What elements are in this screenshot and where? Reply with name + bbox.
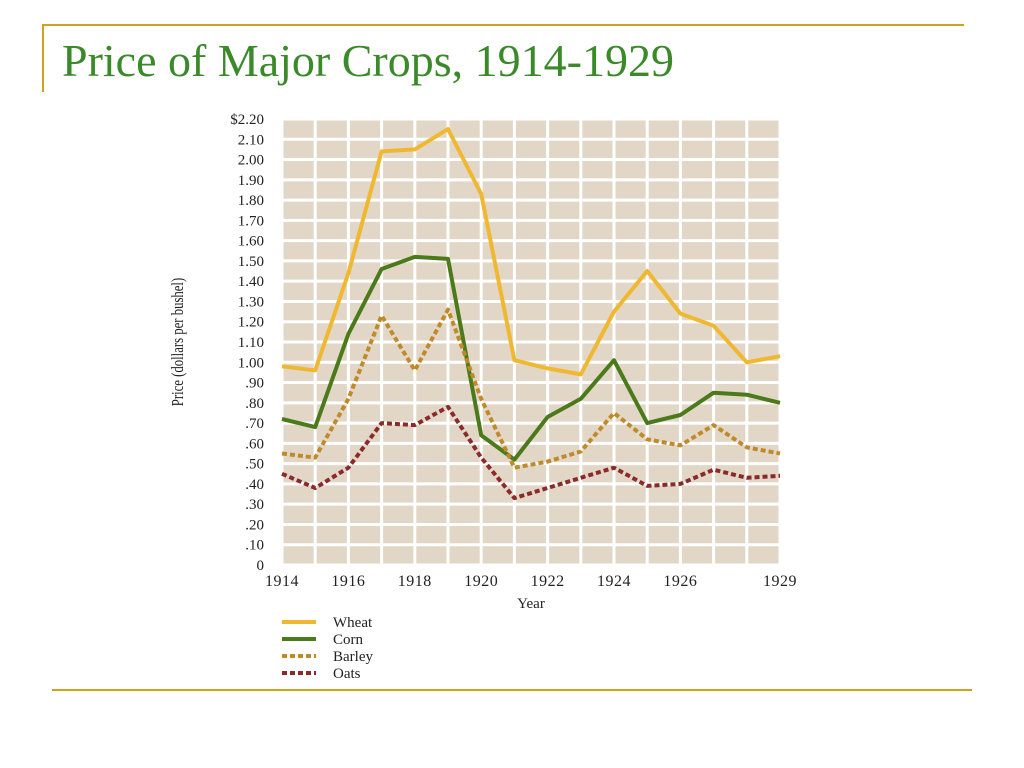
x-tick-label: 1929 (763, 573, 797, 590)
series-line-barley (281, 307, 781, 470)
legend-label-wheat: Wheat (333, 615, 373, 631)
y-tick-label: 0 (257, 558, 265, 574)
series-line-oats (281, 404, 781, 501)
y-tick-label: .50 (245, 457, 264, 473)
x-tick-label: 1920 (464, 573, 498, 590)
y-tick-label: .70 (245, 416, 264, 432)
y-tick-label: .10 (245, 538, 264, 554)
y-tick-label: 1.00 (238, 355, 264, 371)
x-tick-label: 1926 (663, 573, 697, 590)
x-tick-label: 1914 (265, 573, 299, 590)
y-tick-label: .80 (245, 396, 264, 412)
series-line-corn (281, 254, 781, 462)
y-tick-label: 1.80 (238, 193, 264, 209)
y-tick-label: 1.10 (238, 335, 264, 351)
y-tick-label: 1.20 (238, 315, 264, 331)
slide-title: Price of Major Crops, 1914-1929 (62, 35, 674, 86)
legend-label-barley: Barley (333, 649, 373, 665)
y-tick-label: .20 (245, 517, 264, 533)
y-tick-label: 1.50 (238, 254, 264, 270)
y-tick-labels: 0 .10 .20 .30 .40 .50 .60 .70 .80 .90 1.00 1.10 1.20… (230, 112, 264, 574)
y-tick-label: 1.40 (238, 274, 264, 290)
y-tick-label: 2.10 (238, 132, 264, 148)
grid-lines (280, 117, 782, 567)
x-tick-label: 1916 (331, 573, 365, 590)
y-tick-label: 2.00 (238, 153, 264, 169)
y-axis-label: Price (dollars per bushel) (170, 278, 188, 407)
y-tick-label: .30 (245, 497, 264, 513)
series-line-wheat (281, 127, 781, 377)
y-tick-label: .40 (245, 477, 264, 493)
y-tick-label: 1.30 (238, 294, 264, 310)
legend-label-oats: Oats (333, 666, 361, 682)
y-tick-label: 1.90 (238, 173, 264, 189)
slide-frame-top-rule (42, 24, 964, 26)
x-tick-label: 1924 (597, 573, 631, 590)
y-tick-label: .90 (245, 376, 264, 392)
x-axis-label: Year (517, 596, 545, 612)
legend-label-corn: Corn (333, 632, 364, 648)
series-lines (281, 127, 781, 501)
y-tick-label: .60 (245, 436, 264, 452)
y-tick-label: $2.20 (230, 112, 264, 128)
x-tick-labels: 1914 1916 1918 1920 1922 1924 1926 1929 (265, 573, 797, 590)
y-tick-label: 1.60 (238, 234, 264, 250)
x-tick-label: 1922 (531, 573, 565, 590)
slide-bottom-rule (52, 689, 972, 691)
x-tick-label: 1918 (398, 573, 432, 590)
slide-frame-vertical-rule (42, 24, 44, 92)
y-tick-label: 1.70 (238, 213, 264, 229)
